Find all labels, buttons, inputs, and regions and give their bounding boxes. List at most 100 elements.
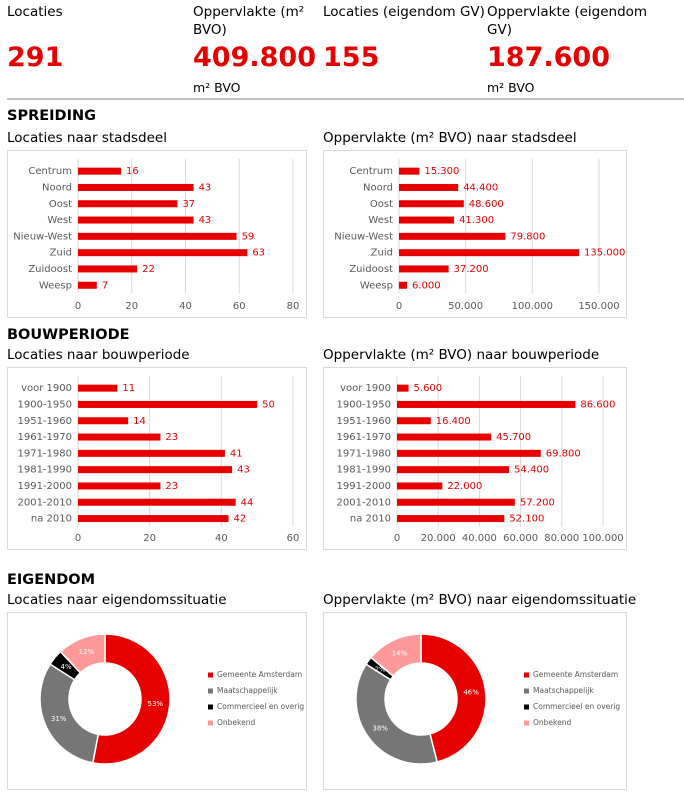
category-label: Oost <box>370 199 393 210</box>
bar <box>397 498 515 506</box>
value-label: 86.600 <box>580 399 615 410</box>
section-heading: SPREIDING <box>7 108 97 124</box>
bar <box>78 216 194 224</box>
x-tick-label: 0 <box>396 301 402 312</box>
slice-label: 2% <box>375 665 386 673</box>
category-label: 1981-1990 <box>17 465 72 476</box>
category-label: 1981-1990 <box>336 465 391 476</box>
value-label: 41 <box>230 448 243 459</box>
x-tick-label: 20 <box>143 533 156 544</box>
bar <box>78 232 237 240</box>
x-tick-label: 60 <box>233 301 246 312</box>
category-label: 1991-2000 <box>336 481 391 492</box>
x-tick-label: 40 <box>179 301 192 312</box>
donut-slice <box>59 633 106 674</box>
chart-title: Locaties naar eigendomssituatie <box>7 592 227 608</box>
x-tick-label: 100.000 <box>582 533 623 544</box>
chart-title: Locaties naar stadsdeel <box>7 130 167 146</box>
bar <box>399 183 459 191</box>
section-heading: BOUWPERIODE <box>7 327 130 343</box>
chart-title: Oppervlakte (m² BVO) naar eigendomssitua… <box>323 592 637 608</box>
category-label: Noord <box>42 182 72 193</box>
bar <box>397 400 576 408</box>
bar <box>78 482 161 490</box>
bar <box>399 265 449 273</box>
category-label: 1951-1960 <box>17 416 72 427</box>
value-label: 48.600 <box>469 199 504 210</box>
value-label: 43 <box>199 182 212 193</box>
legend-label: Maatschappelijk <box>217 686 278 695</box>
bar <box>397 466 510 474</box>
category-label: 1961-1970 <box>17 432 72 443</box>
bar <box>78 249 248 257</box>
kpi-unit: m² BVO <box>193 80 241 95</box>
legend-label: Onbekend <box>217 718 255 727</box>
donut-slice <box>91 633 171 765</box>
category-label: 1900-1950 <box>336 399 391 410</box>
legend-marker <box>524 704 529 710</box>
chart: 0 20.000 40.000 60.000 80.000 100.000 voor 190… <box>323 367 627 550</box>
category-label: voor 1900 <box>340 383 391 394</box>
bar <box>397 482 443 490</box>
category-label: 1900-1950 <box>17 399 72 410</box>
slice-label: 12% <box>79 648 95 656</box>
x-tick-label: 20 <box>125 301 138 312</box>
category-label: Weesp <box>360 280 393 291</box>
value-label: 16 <box>126 166 139 177</box>
value-label: 69.800 <box>546 448 581 459</box>
value-label: 54.400 <box>514 465 549 476</box>
value-label: 42 <box>234 514 247 525</box>
category-label: 2001-2010 <box>17 497 72 508</box>
bar <box>78 449 225 457</box>
category-label: Oost <box>49 199 72 210</box>
donut-slice <box>420 633 487 763</box>
category-label: na 2010 <box>350 514 391 525</box>
slice-label: 4% <box>61 663 72 671</box>
x-tick-label: 150.000 <box>578 301 619 312</box>
value-label: 7 <box>102 280 108 291</box>
bar <box>78 281 97 289</box>
category-label: 1971-1980 <box>336 448 391 459</box>
category-label: Centrum <box>28 166 72 177</box>
bar <box>78 515 229 523</box>
bar <box>399 281 407 289</box>
kpi-label: Locaties <box>7 4 63 20</box>
value-label: 14 <box>133 416 146 427</box>
slice-label: 46% <box>463 689 479 697</box>
kpi-unit: m² BVO <box>487 80 535 95</box>
value-label: 37.200 <box>454 264 489 275</box>
kpi-label: Locaties (eigendom GV) <box>323 4 485 20</box>
legend-label: Maatschappelijk <box>533 686 594 695</box>
kpi-label: Oppervlakte (eigendom GV) <box>487 4 648 38</box>
bar <box>397 449 541 457</box>
chart-title: Locaties naar bouwperiode <box>7 347 190 363</box>
legend-label: Gemeente Amsterdam <box>217 670 302 679</box>
legend-marker <box>524 688 529 694</box>
x-tick-label: 20.000 <box>421 533 456 544</box>
value-label: 50 <box>262 399 275 410</box>
category-label: Zuid <box>50 248 72 259</box>
value-label: 37 <box>182 199 195 210</box>
bar <box>399 249 579 257</box>
bar <box>397 433 492 441</box>
category-label: West <box>47 215 72 226</box>
legend-marker <box>524 672 529 678</box>
value-label: 63 <box>252 248 265 259</box>
legend-marker <box>208 704 213 710</box>
bar <box>397 515 505 523</box>
bar <box>78 200 178 208</box>
x-tick-label: 80.000 <box>544 533 579 544</box>
x-tick-label: 80 <box>287 301 300 312</box>
value-label: 43 <box>237 465 250 476</box>
bar <box>78 265 138 273</box>
x-tick-label: 50.000 <box>448 301 483 312</box>
value-label: 23 <box>165 481 178 492</box>
donut-slice <box>369 633 422 678</box>
bar <box>399 200 464 208</box>
x-tick-label: 40.000 <box>462 533 497 544</box>
bar <box>78 183 194 191</box>
chart: 0 20 40 60 80 Centrum 16 Noord 43 Oost 37 West 43 Nie… <box>7 150 307 318</box>
chart: 53% Gemeente Amsterdam 31% Maatschappelijk 4… <box>7 612 307 790</box>
slice-label: 31% <box>51 715 67 723</box>
